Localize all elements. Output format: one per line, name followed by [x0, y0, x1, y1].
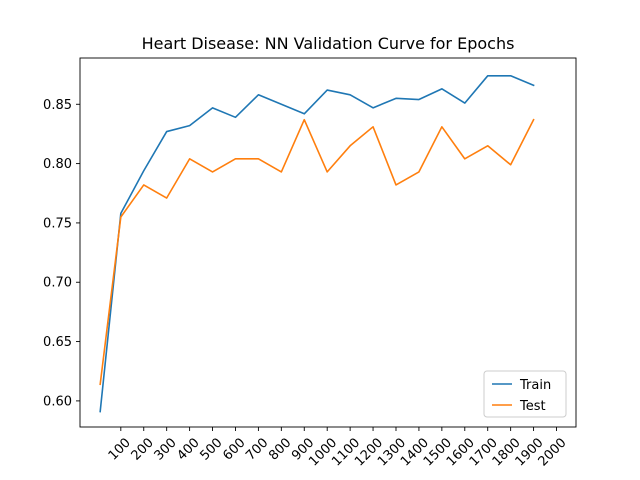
- chart-title: Heart Disease: NN Validation Curve for E…: [142, 34, 515, 53]
- y-tick-label: 0.75: [43, 216, 72, 231]
- legend-label-test: Test: [519, 399, 546, 414]
- legend-label-train: Train: [519, 378, 551, 393]
- y-tick-label: 0.70: [43, 276, 72, 291]
- plot-area: [80, 58, 576, 427]
- axes-layer: [79, 57, 577, 428]
- series-layer: [99, 75, 535, 413]
- legend: Train Test: [483, 370, 567, 418]
- y-tick-label: 0.80: [43, 157, 72, 172]
- y-axis: 0.60 0.65 0.70 0.75 0.80 0.85: [43, 98, 80, 409]
- y-tick-label: 0.65: [43, 335, 72, 350]
- series-line-train: [99, 75, 535, 413]
- plot-frame: [79, 57, 577, 428]
- y-tick-label: 0.60: [43, 394, 72, 409]
- y-tick-label: 0.85: [43, 98, 72, 113]
- series-line-test: [99, 118, 535, 386]
